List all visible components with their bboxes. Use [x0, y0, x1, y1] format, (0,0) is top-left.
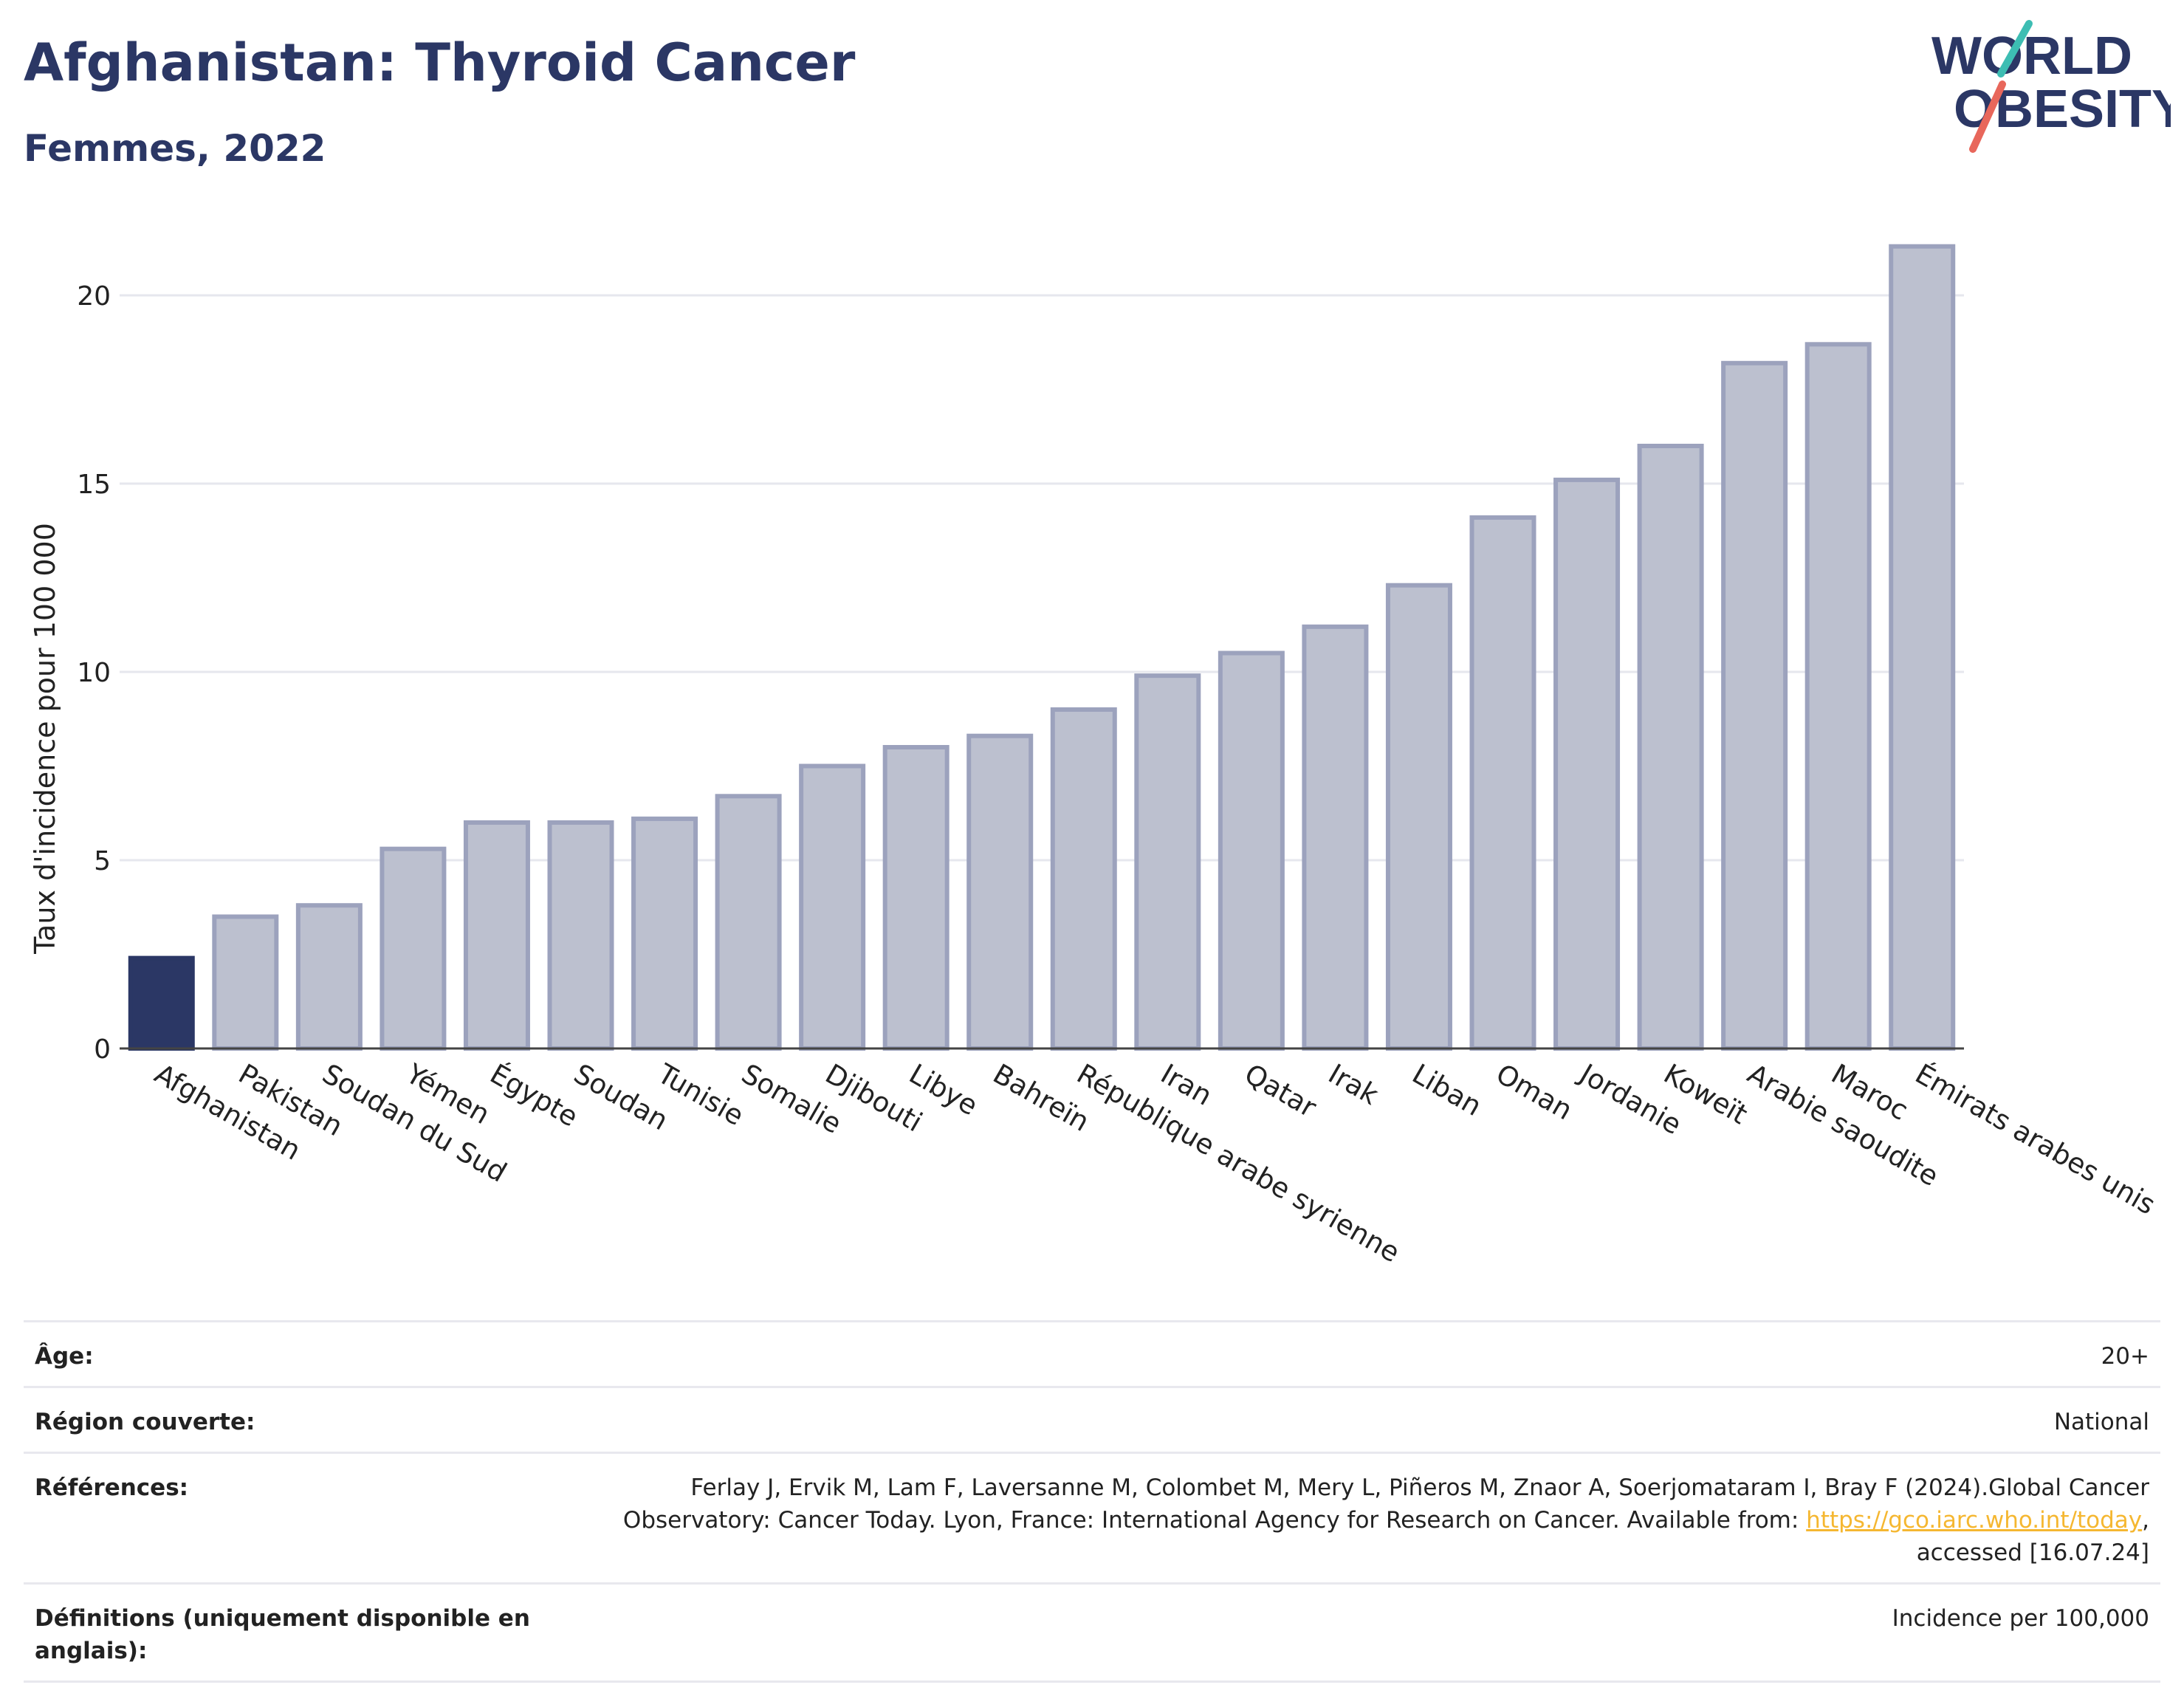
y-axis-ticks: 0 5 10 15 20	[77, 281, 111, 1065]
y-tick-label: 15	[77, 470, 111, 500]
info-table: Âge: 20+ Région couverte: National Référ…	[24, 1320, 2160, 1683]
chart-title: Afghanistan: Thyroid Cancer	[24, 32, 856, 93]
references-line-1: Ferlay J, Ervik M, Lam F, Laversanne M, …	[690, 1474, 2149, 1501]
references-link[interactable]: https://gco.iarc.who.int/today	[1806, 1507, 2143, 1534]
y-tick-label: 10	[77, 658, 111, 688]
bar	[1889, 244, 1956, 1051]
info-row-region: Région couverte: National	[24, 1386, 2160, 1452]
bar	[1721, 360, 1788, 1051]
x-tick-label: Liban	[1407, 1058, 1487, 1122]
bar	[966, 733, 1034, 1051]
x-tick-label: Émirats arabes unis	[1910, 1057, 2161, 1221]
bar	[631, 816, 698, 1051]
definitions-label: Définitions (uniquement disponible en an…	[35, 1605, 530, 1664]
bar	[380, 846, 447, 1051]
bar	[799, 763, 866, 1051]
info-row-definitions: Définitions (uniquement disponible en an…	[24, 1582, 2160, 1683]
info-row-references: Références: Ferlay J, Ervik M, Lam F, La…	[24, 1452, 2160, 1582]
x-tick-label: Bahreïn	[988, 1058, 1095, 1138]
bar	[1134, 673, 1201, 1051]
logo-word-world: WORLD	[1931, 27, 2132, 86]
x-tick-label: Soudan	[569, 1058, 673, 1137]
definitions-value: Incidence per 100,000	[1892, 1605, 2149, 1632]
bar	[1553, 477, 1621, 1051]
x-tick-label: Qatar	[1239, 1058, 1322, 1125]
x-tick-label: Oman	[1491, 1058, 1578, 1127]
bar	[1050, 707, 1117, 1051]
y-tick-label: 0	[94, 1034, 111, 1065]
world-obesity-logo: WORLD OBESITY	[1931, 20, 2171, 153]
bar	[128, 955, 195, 1051]
logo-slash-teal	[1997, 20, 2033, 78]
bar	[463, 820, 530, 1051]
bar	[882, 745, 950, 1051]
bar	[1637, 444, 1704, 1051]
bar	[212, 914, 279, 1051]
y-tick-label: 5	[94, 846, 111, 876]
references-line-3: accessed [16.07.24]	[1916, 1539, 2149, 1566]
region-value: National	[2053, 1409, 2149, 1435]
y-tick-label: 20	[77, 281, 111, 312]
bar	[1804, 342, 1872, 1051]
chart-subtitle: Femmes, 2022	[24, 127, 326, 170]
bar	[715, 794, 782, 1051]
bars	[128, 244, 1956, 1051]
x-tick-label: Irak	[1323, 1058, 1384, 1112]
y-axis-label: Taux d'incidence pour 100 000	[29, 523, 61, 955]
references-value: Ferlay J, Ervik M, Lam F, Laversanne M, …	[623, 1472, 2149, 1569]
bar	[1302, 624, 1369, 1051]
x-tick-label: Égypte	[484, 1057, 583, 1133]
bar	[547, 820, 614, 1051]
references-label: Références:	[35, 1474, 189, 1501]
bar	[1385, 583, 1452, 1051]
references-line-2-end: ,	[2142, 1507, 2149, 1534]
bar	[1469, 515, 1536, 1051]
region-label: Région couverte:	[35, 1409, 255, 1435]
references-line-2: Observatory: Cancer Today. Lyon, France:…	[623, 1504, 2149, 1537]
references-line-2-text: Observatory: Cancer Today. Lyon, France:…	[622, 1507, 1807, 1534]
age-value: 20+	[2101, 1343, 2149, 1370]
age-label: Âge:	[35, 1343, 94, 1370]
bar	[295, 903, 363, 1051]
logo-slash-red	[1969, 80, 2006, 153]
info-row-age: Âge: 20+	[24, 1320, 2160, 1386]
bar	[1218, 650, 1285, 1051]
